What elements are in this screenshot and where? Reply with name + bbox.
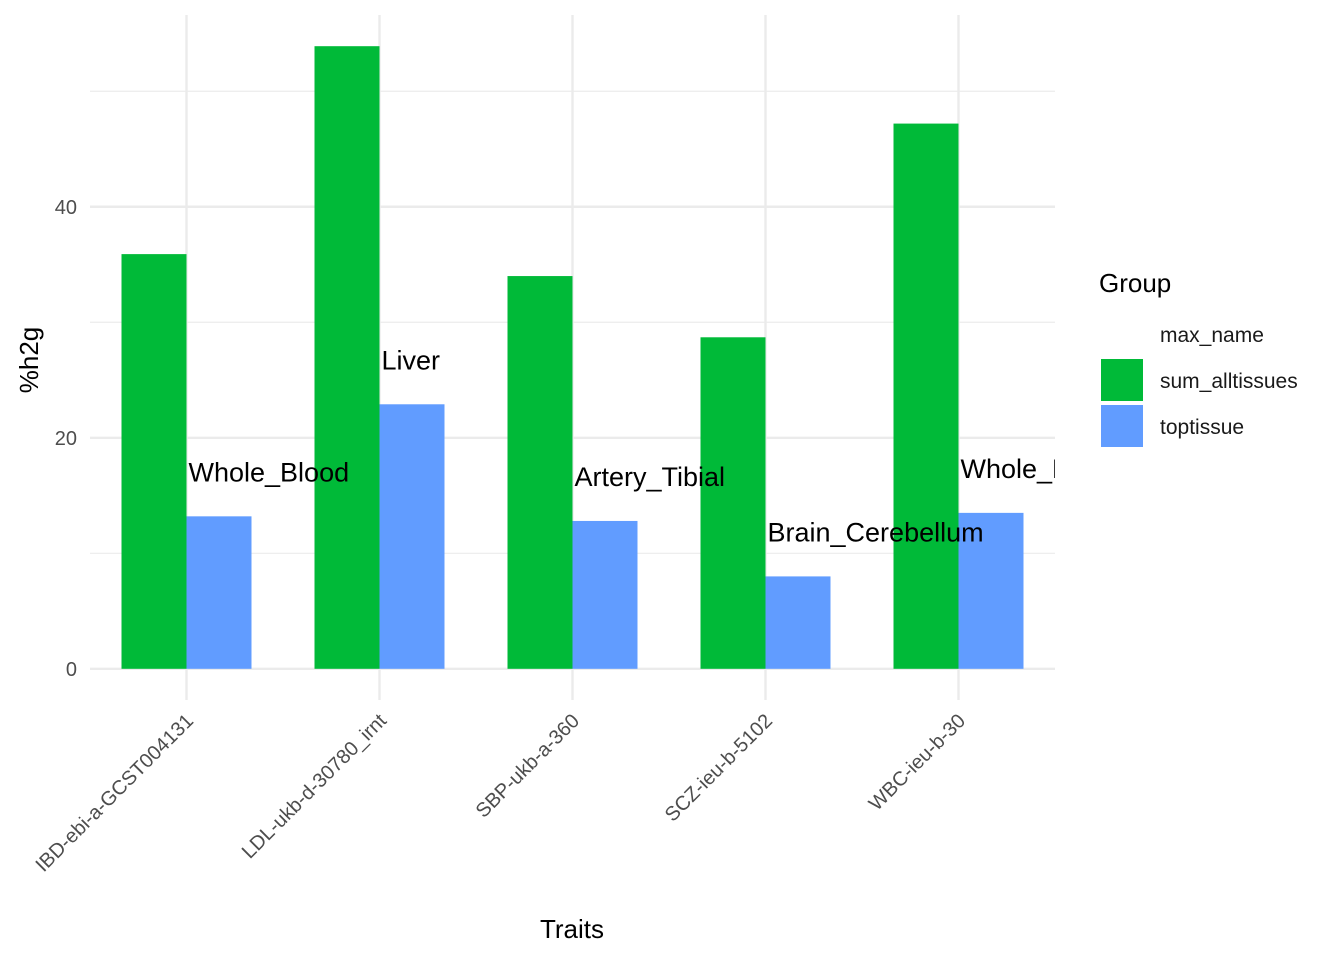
bars <box>121 46 1024 669</box>
x-axis-ticks: IBD-ebi-a-GCST004131 LDL-ukb-d-30780_irnt… <box>32 710 970 877</box>
bar-label-0: Whole_Blood <box>189 457 350 487</box>
y-axis-ticks: 0 20 40 <box>55 197 77 681</box>
x-tick-label-3: SCZ-ieu-b-5102 <box>661 710 777 826</box>
x-axis-title: Traits <box>540 914 604 944</box>
bar-label-3: Brain_Cerebellum <box>768 517 984 547</box>
legend-title: Group <box>1099 268 1171 298</box>
x-tick-label-1: LDL-ukb-d-30780_irnt <box>238 710 391 863</box>
legend-label-toptissue: toptissue <box>1160 416 1244 439</box>
bar-toptissue-4 <box>958 512 1024 669</box>
x-tick-label-0: IBD-ebi-a-GCST004131 <box>32 710 198 876</box>
bar-sum-alltissues-2 <box>507 276 573 669</box>
y-axis-title: %h2g <box>14 327 44 394</box>
x-tick-label-2: SBP-ukb-a-360 <box>472 710 584 822</box>
y-tick-label: 40 <box>55 197 77 219</box>
bar-labels: Whole_Blood Liver Artery_Tibial Brain_Cereb… <box>189 345 1122 547</box>
bar-sum-alltissues-4 <box>893 123 959 669</box>
bar-sum-alltissues-3 <box>700 337 766 669</box>
bar-sum-alltissues-0 <box>121 254 187 669</box>
y-tick-label: 20 <box>55 428 77 450</box>
legend-swatch-toptissue <box>1101 405 1143 447</box>
legend-swatch-sum-alltissues <box>1101 359 1143 401</box>
bar-toptissue-1 <box>379 404 445 669</box>
x-tick-label-4: WBC-ieu-b-30 <box>865 710 970 815</box>
legend-label-sum-alltissues: sum_alltissues <box>1160 370 1298 393</box>
bar-toptissue-0 <box>186 516 252 669</box>
y-tick-label: 0 <box>66 659 77 681</box>
legend-label-max-name: max_name <box>1160 324 1264 347</box>
bar-label-1: Liver <box>382 345 441 375</box>
bar-label-4: Whole_Blood <box>961 454 1122 484</box>
bar-label-2: Artery_Tibial <box>575 462 726 492</box>
legend: Group max_name sum_alltissues toptissue <box>1099 268 1298 447</box>
bar-sum-alltissues-1 <box>314 46 380 669</box>
bar-toptissue-3 <box>765 576 831 669</box>
bar-toptissue-2 <box>572 520 638 669</box>
